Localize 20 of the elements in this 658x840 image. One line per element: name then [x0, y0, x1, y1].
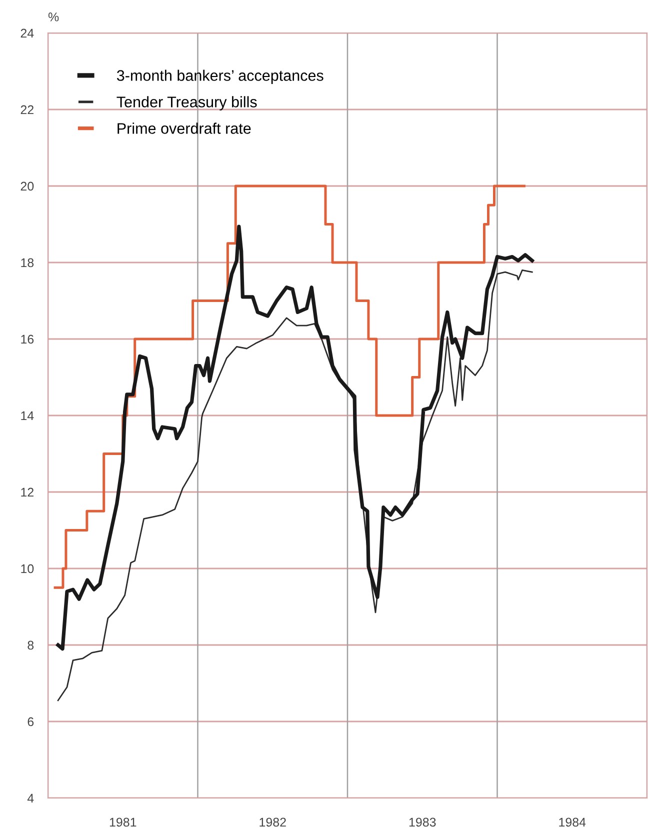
line-series: [56, 224, 534, 651]
y-tick-label: 10: [21, 564, 34, 574]
y-tick-label: 20: [20, 182, 34, 191]
legend-label: Tender Treasury bills: [116, 96, 257, 110]
y-tick-label: 24: [20, 28, 34, 38]
x-tick-label: 1984: [559, 818, 586, 827]
x-tick-label: 1982: [260, 818, 286, 827]
y-tick-label: 6: [28, 717, 34, 726]
legend-label: 3-month bankers’ acceptances: [116, 70, 324, 84]
y-tick-label: 16: [21, 334, 34, 344]
y-tick-label: 14: [21, 411, 34, 420]
y-tick-label: 8: [28, 640, 34, 650]
y-axis-title: %: [48, 12, 59, 22]
y-tick-label: 12: [21, 488, 34, 497]
x-tick-label: 1983: [409, 818, 436, 827]
y-tick-label: 4: [27, 794, 34, 803]
y-tick-label: 18: [21, 258, 34, 268]
x-tick-label: 1981: [110, 818, 136, 827]
y-tick-label: 22: [20, 105, 34, 114]
legend-label: Prime overdraft rate: [118, 122, 251, 134]
